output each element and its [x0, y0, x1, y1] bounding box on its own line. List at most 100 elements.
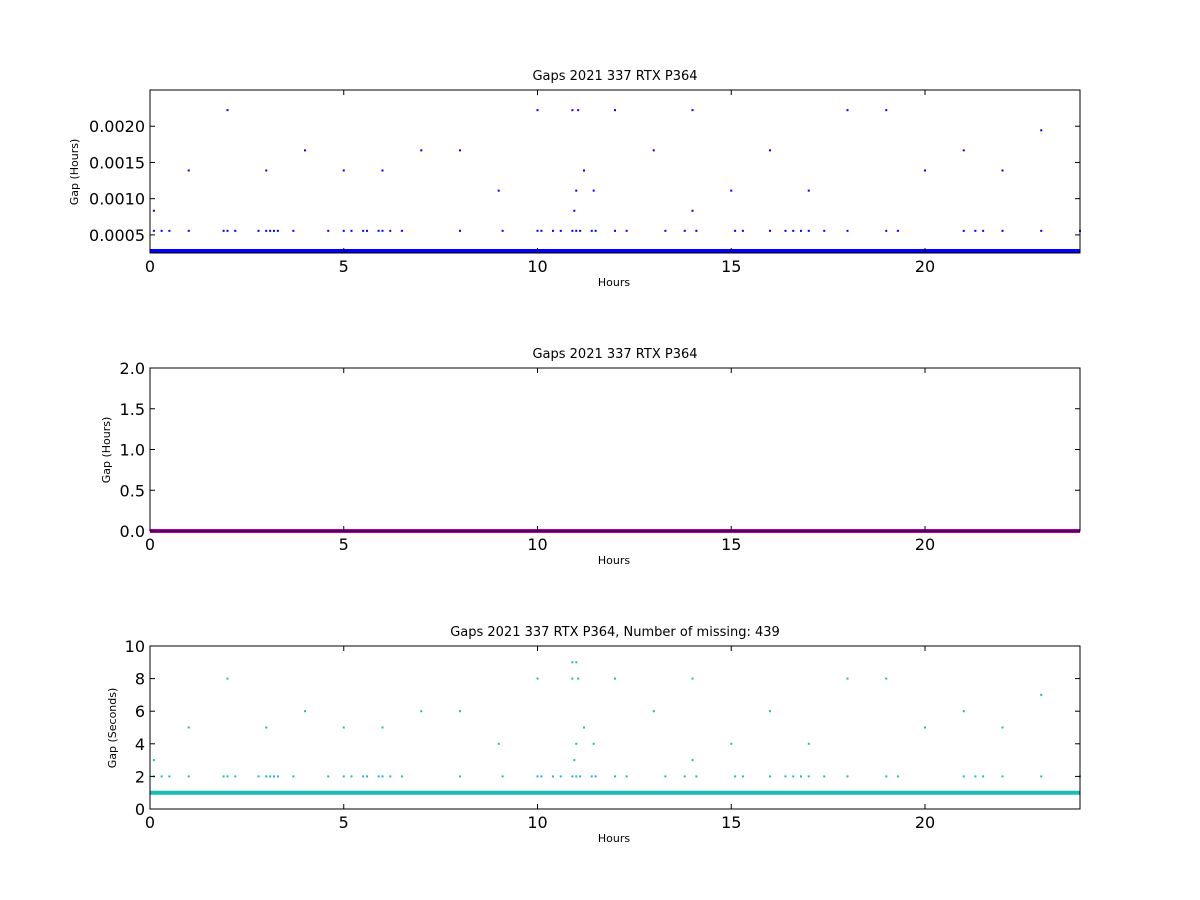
data-point	[652, 710, 655, 713]
data-point	[269, 775, 272, 778]
data-point	[389, 775, 392, 778]
data-point	[885, 775, 888, 778]
data-point	[807, 229, 810, 232]
data-point	[1040, 775, 1043, 778]
data-point	[377, 229, 380, 232]
data-point	[769, 229, 771, 232]
data-point	[304, 149, 306, 152]
data-point	[187, 726, 190, 729]
data-point	[350, 775, 353, 778]
y-tick-label: 6	[135, 702, 145, 721]
data-point	[273, 775, 275, 778]
data-point	[540, 775, 543, 778]
data-point	[614, 229, 616, 232]
data-point	[187, 229, 190, 232]
data-point	[592, 742, 595, 745]
x-axis-label: Hours	[598, 276, 630, 289]
data-point	[784, 775, 787, 778]
data-point	[769, 149, 771, 152]
data-point	[741, 775, 744, 778]
data-point	[276, 229, 279, 232]
data-point	[846, 229, 849, 232]
data-point	[222, 229, 225, 232]
data-point	[226, 229, 229, 232]
data-point	[885, 677, 888, 680]
y-tick-label: 0.0010	[89, 190, 145, 209]
data-point	[552, 775, 554, 778]
data-point	[614, 109, 616, 112]
x-tick-label: 0	[145, 813, 155, 832]
data-point	[234, 229, 237, 232]
data-point	[501, 775, 504, 778]
data-point	[823, 229, 826, 232]
data-point	[974, 229, 977, 232]
data-point	[234, 775, 237, 778]
data-point	[575, 229, 578, 232]
data-point	[269, 229, 272, 232]
data-point	[974, 775, 977, 778]
data-point	[592, 189, 595, 192]
data-point	[571, 661, 574, 664]
data-point	[366, 775, 368, 778]
data-point	[420, 710, 423, 713]
data-point	[583, 169, 585, 172]
data-point	[559, 229, 562, 232]
x-tick-label: 15	[721, 257, 741, 276]
data-point	[1040, 129, 1043, 132]
data-point	[168, 229, 171, 232]
x-tick-label: 0	[145, 535, 155, 554]
data-point	[962, 775, 965, 778]
data-point	[497, 189, 500, 192]
data-point	[536, 229, 539, 232]
x-tick-label: 10	[527, 535, 547, 554]
data-point	[257, 775, 260, 778]
data-point	[152, 229, 155, 232]
data-point	[571, 677, 574, 680]
data-point	[497, 742, 500, 745]
data-point	[160, 775, 163, 778]
data-point	[257, 229, 260, 232]
data-point	[292, 775, 295, 778]
data-point	[652, 149, 655, 152]
y-tick-label: 4	[135, 735, 145, 754]
y-tick-label: 2	[135, 767, 145, 786]
data-point	[536, 677, 539, 680]
y-tick-label: 0.0	[120, 522, 145, 541]
data-point	[823, 775, 826, 778]
data-point	[579, 775, 582, 778]
data-point	[575, 742, 578, 745]
data-point	[575, 661, 578, 664]
y-tick-label: 0.0015	[89, 153, 145, 172]
data-point	[342, 775, 345, 778]
data-point	[792, 229, 795, 232]
data-point	[1001, 726, 1004, 729]
data-point	[962, 229, 965, 232]
data-point	[362, 775, 365, 778]
data-point	[222, 775, 225, 778]
y-tick-label: 1.5	[120, 400, 145, 419]
data-point	[273, 229, 275, 232]
data-point	[381, 726, 384, 729]
data-point	[552, 229, 554, 232]
data-point	[226, 677, 229, 680]
y-axis-label: Gap (Hours)	[68, 139, 81, 206]
data-point	[168, 775, 171, 778]
data-point	[784, 229, 787, 232]
data-point	[800, 775, 802, 778]
axes-frame	[149, 367, 1081, 532]
data-point	[590, 229, 593, 232]
data-point	[459, 775, 461, 778]
data-point	[695, 229, 698, 232]
data-point	[292, 229, 295, 232]
data-point	[400, 775, 403, 778]
data-point	[730, 742, 733, 745]
data-point	[807, 775, 810, 778]
data-point	[792, 775, 795, 778]
data-point	[1001, 229, 1004, 232]
data-point	[152, 209, 155, 212]
data-point	[327, 229, 330, 232]
data-point	[501, 229, 504, 232]
x-tick-label: 20	[915, 257, 935, 276]
data-point	[362, 229, 365, 232]
data-point	[577, 677, 580, 680]
